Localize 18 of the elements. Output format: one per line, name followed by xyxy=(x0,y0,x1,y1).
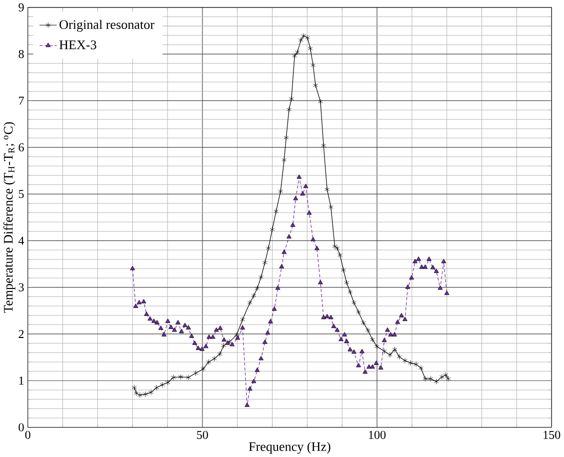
y-tick-label: 3 xyxy=(18,283,24,292)
x-tick-label: 150 xyxy=(544,430,560,439)
y-tick-label: 2 xyxy=(18,330,24,338)
y-tick-label: 4 xyxy=(18,236,24,245)
y-tick-label: 8 xyxy=(18,50,24,58)
x-tick-label: 100 xyxy=(369,430,386,439)
y-tick-label: 7 xyxy=(19,96,24,105)
legend-label: HEX-3 xyxy=(59,40,96,50)
y-axis-title: Temperature Difference (T$_{H}$-T$_{R}$; $^{o}$C) xyxy=(3,122,16,313)
y-tick-label: 6 xyxy=(18,143,24,152)
legend-label: Original resonator xyxy=(60,20,154,32)
y-tick-label: 0 xyxy=(18,423,24,432)
x-axis-title: Frequency (Hz) xyxy=(248,442,330,454)
y-tick-label: 1 xyxy=(19,376,24,385)
x-tick-label: 0 xyxy=(25,430,30,439)
y-tick-label: 5 xyxy=(18,190,24,198)
y-tick-label: 9 xyxy=(18,3,24,12)
x-tick-label: 50 xyxy=(197,430,208,439)
